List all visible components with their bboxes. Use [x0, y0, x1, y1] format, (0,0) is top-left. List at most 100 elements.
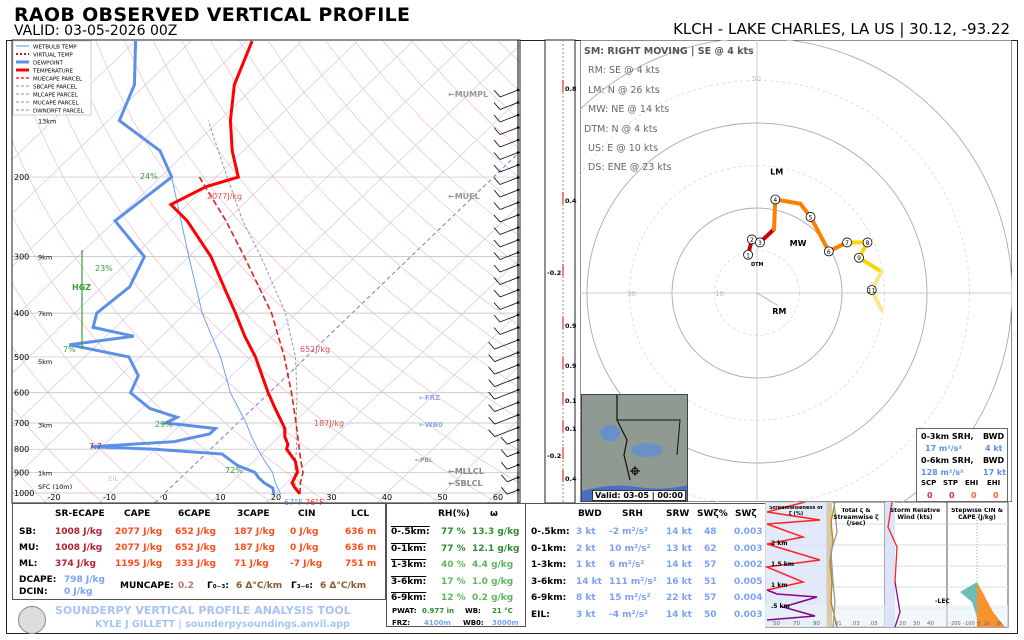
dry-adiabat [153, 40, 520, 420]
omega-bar [562, 80, 564, 92]
wind-barb-flag [488, 429, 495, 437]
p1-tick: 90 [813, 621, 820, 627]
wetbulb-line [171, 176, 281, 495]
cape-label: 2077J/kg [207, 192, 242, 201]
height-label: 1.5 km [771, 561, 794, 568]
storm-motion-item: RM: SE @ 4 kts [588, 65, 660, 77]
thermo-row-label: ML: [19, 559, 38, 569]
p3-purple-line [894, 581, 901, 628]
rh-label: 7% [63, 345, 76, 354]
thermo-value: 1008 J/kg [55, 527, 103, 537]
kin-value: 48 [704, 527, 717, 537]
hodo-height-marker [743, 249, 753, 260]
station-location: KLCH - LAKE CHARLES, LA US | 30.12, -93.… [673, 20, 1010, 38]
p3-tick: 40 [927, 621, 934, 627]
p2-tick: .05 [869, 621, 878, 627]
thermo-header: 6CAPE [178, 509, 211, 519]
dry-adiabat [38, 40, 441, 503]
hodo-height-label: 7 [845, 240, 849, 247]
thermo-value: 1195 J/kg [115, 559, 163, 569]
height-label: 5km [38, 358, 52, 366]
wind-barb-flag [500, 436, 508, 445]
layer-label: 0-1km: [391, 543, 427, 554]
kin-value: 0.003 [734, 527, 763, 537]
hgz-label: HGZ [72, 283, 91, 292]
temp-tick: 50 [437, 493, 447, 502]
kin-value: 111 m²/s² [609, 576, 657, 587]
muecape-parcel-line [198, 176, 304, 495]
legend-label: TEMPERATURE [32, 69, 74, 75]
kin-value: 14 kt [666, 609, 692, 620]
level-marker: ←FRZ [419, 394, 440, 402]
wind-barb [494, 364, 519, 375]
hodo-height-label: 9 [857, 255, 861, 262]
skew-t-plot [12, 40, 520, 503]
omega-bar [562, 264, 564, 276]
lapse-03-value: 6 Δ°C/km [236, 581, 283, 591]
legend-label: MUECAPE PARCEL [33, 77, 83, 83]
pressure-tick: 900 [14, 468, 29, 477]
storm-motion-item: LM: N @ 26 kts [588, 84, 660, 96]
dry-adiabat [12, 407, 103, 503]
wind-barb-flag [493, 152, 501, 160]
wind-barb [499, 202, 519, 210]
storm-motion-item: DTM: N @ 4 kts [584, 123, 658, 135]
hodo-height-label: 3 [758, 240, 762, 247]
level-marker: ←PBL [415, 457, 433, 464]
dry-adiabat [12, 139, 328, 503]
wind-barb [499, 139, 519, 148]
kin-row-label: EIL: [531, 609, 550, 620]
wind-barb-flag [493, 314, 501, 323]
pressure-tick: 1000 [14, 489, 34, 498]
isotherm [265, 257, 520, 503]
moisture-table [386, 503, 526, 627]
storm-motion-header: SM: RIGHT MOVING | SE @ 4 kts [584, 46, 754, 57]
srh-03-value: 17 m²/s² [925, 444, 962, 453]
thermo-table [12, 503, 386, 600]
wind-barb-flag [500, 461, 508, 470]
legend-label: DEWPOINT [33, 61, 64, 67]
pressure-tick: 300 [14, 253, 29, 262]
kin-row-label: 0-.5km: [531, 527, 570, 537]
hodo-height-marker [862, 237, 873, 248]
wind-barb [507, 464, 519, 470]
skew-t-chart: 200 300 400 500 600 700 800 900 1000 -20 -10 0 10 20 3… [11, 39, 577, 505]
frz-label: FRZ: [392, 619, 411, 627]
mixing-ratio-value: 1.0 g/kg [472, 576, 514, 587]
pressure-tick: 500 [14, 353, 29, 362]
p1-purple-line [766, 589, 818, 621]
p4-cin-fill [960, 582, 977, 617]
mini-panel-title: Storm Relative Wind (kts) [889, 508, 941, 521]
map-valid-label: Valid: 03-05 | 00:00 [592, 490, 686, 501]
wind-barb-flag [488, 341, 495, 350]
temp-tick: 60 [493, 493, 503, 502]
kin-header: BWD [578, 509, 602, 519]
omega-bar [562, 470, 564, 482]
isotherm [12, 40, 247, 268]
hodo-trace-segment [808, 214, 831, 254]
p2-tick: .03 [851, 621, 860, 627]
muncape-value: 0.2 [178, 581, 194, 591]
wind-barb-flag [493, 227, 501, 235]
kin-value: 62 [704, 543, 717, 554]
rm-vector [756, 292, 779, 307]
kin-value: -2 m²/s² [609, 527, 649, 537]
hodo-vector-label-rm: RM [772, 307, 786, 316]
index-label: SCP [921, 479, 937, 487]
radar-map: Valid: 03-05 | 00:00 [581, 394, 688, 502]
pressure-tick: 400 [14, 309, 29, 318]
wind-barb-flag [493, 277, 501, 285]
index-value: 0 [949, 491, 955, 500]
level-marker: ←SBLCL [448, 479, 483, 488]
wind-barb-flag [493, 302, 501, 310]
height-label: 3km [38, 421, 52, 429]
rh-value: 77 % [441, 527, 466, 537]
isotherm [321, 311, 520, 503]
layer-label: 1-3km: [391, 560, 427, 570]
bwd-06-label: BWD [983, 456, 1005, 465]
dry-adiabat [181, 40, 520, 389]
layer-label: 3-6km: [391, 576, 427, 587]
isotherm [376, 364, 520, 503]
wind-barb-flag [488, 366, 495, 375]
kin-value: 22 kt [666, 593, 692, 603]
